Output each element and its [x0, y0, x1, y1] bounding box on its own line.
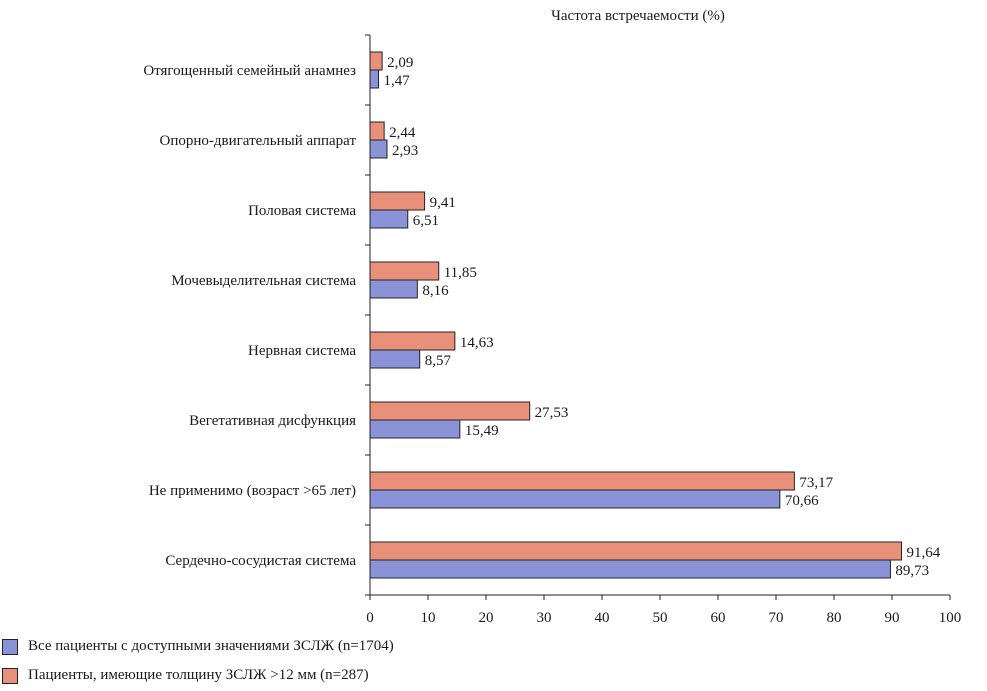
- x-tick-label: 50: [653, 610, 668, 626]
- bar: [369, 489, 781, 509]
- data-label: 2,93: [392, 143, 418, 159]
- bar: [369, 139, 388, 159]
- data-label: 6,51: [413, 213, 439, 229]
- bar: [369, 401, 531, 421]
- data-label: 15,49: [465, 423, 499, 439]
- bar: [369, 419, 461, 439]
- x-tick-label: 60: [711, 610, 726, 626]
- category-label: Нервная система: [248, 343, 356, 359]
- legend-label-lvpw-patients: Пациенты, имеющие толщину ЗСЛЖ >12 мм (n…: [28, 667, 369, 683]
- data-label: 1,47: [384, 73, 411, 89]
- bar-chart: Частота встречаемости (%) 0 10 20 30 40 50 60 7…: [143, 8, 962, 626]
- chart-title: Частота встречаемости (%): [551, 8, 725, 24]
- data-label: 14,63: [460, 335, 494, 351]
- plot-area: 0 10 20 30 40 50 60 70 80 90 100 Отягощенный семейн…: [143, 34, 962, 626]
- x-tick-label: 80: [827, 610, 842, 626]
- bar: [369, 541, 903, 561]
- data-label: 2,09: [387, 55, 413, 71]
- category-label: Не применимо (возраст >65 лет): [149, 483, 356, 499]
- bar: [369, 279, 418, 299]
- x-tick-label: 100: [939, 610, 962, 626]
- category-label: Вегетативная дисфункция: [189, 413, 356, 429]
- x-tick-label: 30: [537, 610, 552, 626]
- x-tick-label: 40: [595, 610, 610, 626]
- data-label: 70,66: [785, 493, 819, 509]
- bar: [369, 51, 383, 71]
- bar: [369, 121, 385, 141]
- category-label: Опорно-двигательный аппарат: [160, 133, 357, 149]
- bar: [369, 261, 440, 281]
- bar: [369, 471, 795, 491]
- data-label: 73,17: [799, 475, 833, 491]
- x-tick-label: 70: [769, 610, 784, 626]
- data-label: 91,64: [907, 545, 941, 561]
- data-label: 8,16: [422, 283, 449, 299]
- category-label: Отягощенный семейный анамнез: [143, 63, 356, 79]
- bar: [369, 69, 380, 89]
- bar: [369, 559, 891, 579]
- x-tick-label: 10: [421, 610, 436, 626]
- data-label: 89,73: [895, 563, 929, 579]
- legend-item-all-patients: Все пациенты с доступными значениями ЗСЛ…: [2, 638, 394, 655]
- data-label: 2,44: [389, 125, 416, 141]
- category-label: Половая система: [248, 203, 356, 219]
- category-label: Сердечно-сосудистая система: [165, 553, 356, 569]
- bar: [369, 349, 421, 369]
- x-tick-label: 90: [885, 610, 900, 626]
- legend-label-all-patients: Все пациенты с доступными значениями ЗСЛ…: [28, 638, 394, 654]
- category-label: Мочевыделительная система: [171, 273, 356, 289]
- bar: [369, 331, 456, 351]
- bar: [369, 191, 426, 211]
- legend-swatch-all-patients: [2, 638, 18, 655]
- legend-item-lvpw-patients: Пациенты, имеющие толщину ЗСЛЖ >12 мм (n…: [2, 667, 369, 684]
- data-label: 11,85: [444, 265, 477, 281]
- bar: [369, 209, 409, 229]
- x-tick-label: 0: [366, 610, 374, 626]
- data-label: 8,57: [425, 353, 452, 369]
- legend-swatch-lvpw-patients: [2, 667, 18, 684]
- data-label: 27,53: [535, 405, 569, 421]
- x-tick-label: 20: [479, 610, 494, 626]
- data-label: 9,41: [430, 195, 456, 211]
